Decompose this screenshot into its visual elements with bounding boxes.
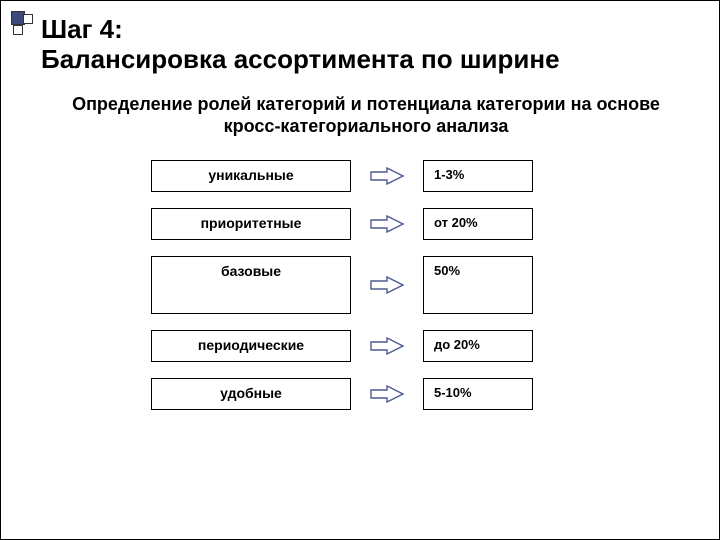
decor-square bbox=[23, 14, 33, 24]
category-label-box: периодические bbox=[151, 330, 351, 362]
category-rows: уникальные 1-3% приоритетные от 20% базо… bbox=[151, 160, 631, 410]
arrow-icon bbox=[367, 160, 407, 192]
category-label-box: удобные bbox=[151, 378, 351, 410]
category-row: удобные 5-10% bbox=[151, 378, 631, 410]
category-row: периодические до 20% bbox=[151, 330, 631, 362]
arrow-icon bbox=[367, 330, 407, 362]
arrow-icon bbox=[367, 208, 407, 240]
arrow-icon bbox=[367, 378, 407, 410]
arrow-icon bbox=[367, 256, 407, 314]
category-value-box: до 20% bbox=[423, 330, 533, 362]
title-main: Балансировка ассортимента по ширине bbox=[41, 45, 691, 75]
title-step: Шаг 4: bbox=[41, 15, 691, 45]
category-value-box: 5-10% bbox=[423, 378, 533, 410]
category-value-box: от 20% bbox=[423, 208, 533, 240]
decor-square bbox=[13, 25, 23, 35]
category-label-box: уникальные bbox=[151, 160, 351, 192]
category-value-box: 50% bbox=[423, 256, 533, 314]
slide: Шаг 4: Балансировка ассортимента по шири… bbox=[0, 0, 720, 540]
subtitle: Определение ролей категорий и потенциала… bbox=[71, 93, 661, 138]
category-label-box: приоритетные bbox=[151, 208, 351, 240]
title-bullet-decor bbox=[11, 11, 37, 37]
category-row: уникальные 1-3% bbox=[151, 160, 631, 192]
category-label-box: базовые bbox=[151, 256, 351, 314]
category-row: базовые 50% bbox=[151, 256, 631, 314]
category-row: приоритетные от 20% bbox=[151, 208, 631, 240]
category-value-box: 1-3% bbox=[423, 160, 533, 192]
